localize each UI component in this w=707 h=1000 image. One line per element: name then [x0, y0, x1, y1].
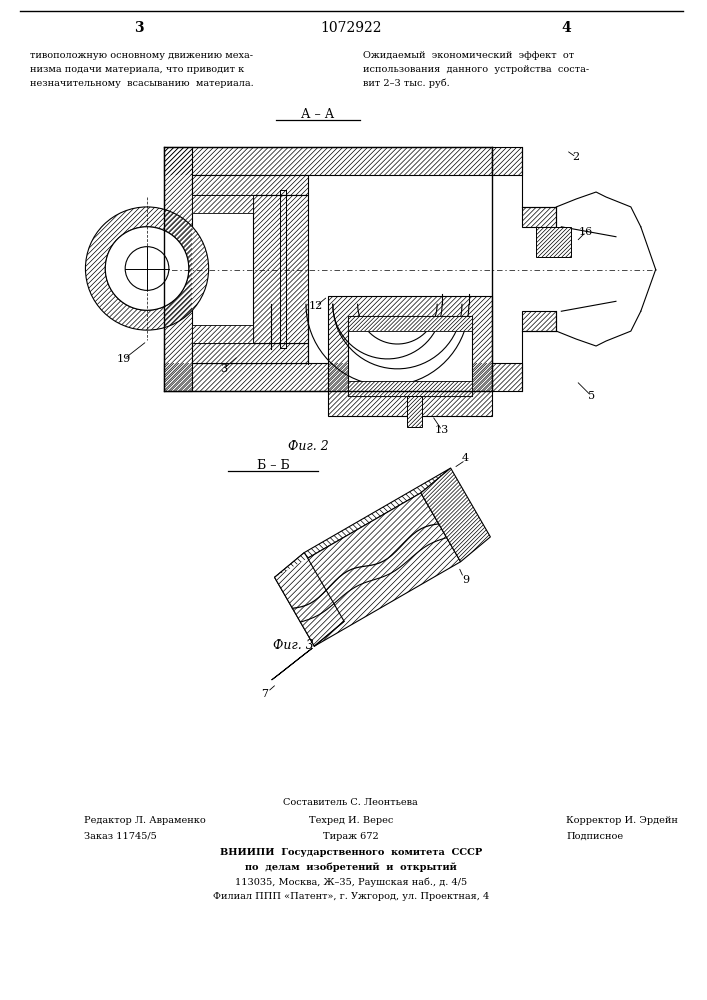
Polygon shape [274, 553, 344, 646]
Polygon shape [522, 207, 556, 227]
Polygon shape [348, 316, 472, 396]
Polygon shape [328, 296, 492, 416]
Text: Филиал ППП «Патент», г. Ужгород, ул. Проектная, 4: Филиал ППП «Патент», г. Ужгород, ул. Про… [213, 892, 489, 901]
Text: Техред И. Верес: Техред И. Верес [308, 816, 393, 825]
Text: Редактор Л. Авраменко: Редактор Л. Авраменко [84, 816, 206, 825]
Text: Тираж 672: Тираж 672 [323, 832, 378, 841]
Text: 3: 3 [220, 364, 227, 374]
Text: Б – Б: Б – Б [257, 459, 290, 472]
Text: 12: 12 [309, 301, 323, 311]
Polygon shape [271, 648, 312, 680]
Polygon shape [164, 147, 192, 391]
Text: Составитель С. Леонтьева: Составитель С. Леонтьева [284, 798, 418, 807]
Polygon shape [253, 195, 308, 343]
Text: 3: 3 [134, 21, 144, 35]
Text: 5: 5 [588, 391, 595, 401]
Text: 4: 4 [462, 453, 469, 463]
Circle shape [105, 227, 189, 310]
Polygon shape [274, 493, 460, 646]
Text: 1072922: 1072922 [320, 21, 382, 35]
Text: вит 2–3 тыс. руб.: вит 2–3 тыс. руб. [363, 79, 450, 88]
Polygon shape [192, 175, 308, 195]
Text: Корректор И. Эрдейн: Корректор И. Эрдейн [566, 816, 678, 825]
Text: Подписное: Подписное [566, 832, 624, 841]
Text: Фиг. 2: Фиг. 2 [288, 440, 328, 453]
Text: тивоположную основному движению меха-: тивоположную основному движению меха- [30, 51, 253, 60]
Polygon shape [348, 316, 472, 331]
Text: по  делам  изобретений  и  открытий: по делам изобретений и открытий [245, 863, 457, 872]
Polygon shape [192, 343, 308, 363]
Circle shape [125, 247, 169, 290]
Text: Фиг. 3: Фиг. 3 [273, 639, 313, 652]
Circle shape [86, 207, 209, 330]
Polygon shape [192, 325, 253, 343]
Text: 7: 7 [261, 689, 268, 699]
Polygon shape [407, 396, 422, 427]
Polygon shape [492, 363, 522, 391]
Polygon shape [164, 147, 492, 175]
Polygon shape [164, 363, 492, 391]
Polygon shape [522, 311, 556, 331]
Text: 19: 19 [117, 354, 132, 364]
Polygon shape [421, 468, 491, 562]
Text: низма подачи материала, что приводит к: низма подачи материала, что приводит к [30, 65, 244, 74]
Polygon shape [492, 147, 522, 175]
Circle shape [105, 227, 189, 310]
Text: А – А: А – А [301, 108, 334, 121]
Text: использования  данного  устройства  соста-: использования данного устройства соста- [363, 65, 589, 74]
Text: 13: 13 [435, 425, 449, 435]
Text: Заказ 11745/5: Заказ 11745/5 [84, 832, 157, 841]
Text: 2: 2 [573, 152, 580, 162]
Text: ВНИИПИ  Государственного  комитета  СССР: ВНИИПИ Государственного комитета СССР [220, 848, 481, 857]
Text: 113035, Москва, Ж–35, Раушская наб., д. 4/5: 113035, Москва, Ж–35, Раушская наб., д. … [235, 878, 467, 887]
Polygon shape [348, 381, 472, 396]
Text: 16: 16 [579, 227, 593, 237]
Polygon shape [537, 227, 571, 257]
Polygon shape [274, 468, 450, 577]
Polygon shape [192, 195, 253, 213]
Text: Ожидаемый  экономический  эффект  от: Ожидаемый экономический эффект от [363, 51, 574, 60]
Text: незначительному  всасыванию  материала.: незначительному всасыванию материала. [30, 79, 254, 88]
Text: 4: 4 [561, 21, 571, 35]
Text: 9: 9 [462, 575, 469, 585]
